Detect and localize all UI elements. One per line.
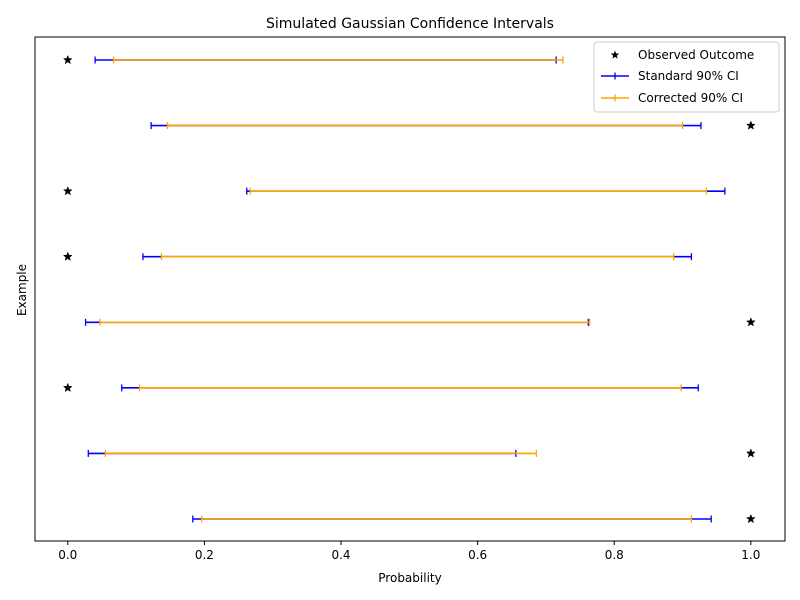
corrected-ci-bar	[160, 253, 675, 261]
corrected-ci-bar	[104, 449, 538, 457]
observed-outcome-marker	[745, 448, 756, 458]
observed-outcome-marker	[62, 251, 73, 261]
corrected-ci-bar	[138, 384, 682, 392]
x-tick-label: 0.6	[468, 548, 487, 562]
y-axis-title: Example	[15, 264, 29, 316]
corrected-ci-bar	[249, 187, 708, 195]
corrected-ci-bar	[201, 515, 693, 523]
x-tick-label: 1.0	[741, 548, 760, 562]
x-tick-label: 0.2	[195, 548, 214, 562]
observed-outcome-marker	[745, 513, 756, 524]
legend-label: Standard 90% CI	[638, 69, 739, 83]
legend-label: Corrected 90% CI	[638, 91, 743, 105]
x-axis-title: Probability	[378, 571, 441, 585]
corrected-ci-bar	[99, 318, 591, 326]
plot-frame	[34, 36, 786, 542]
observed-outcome-marker	[745, 120, 756, 130]
axes: 0.0 0.2 0.4 0.6 0.8 1.0	[34, 36, 786, 562]
legend-label: Observed Outcome	[638, 48, 754, 62]
observed-outcome-marker	[62, 54, 73, 65]
legend-star-icon	[610, 50, 620, 59]
observed-outcome-marker	[62, 382, 73, 393]
observed-outcome-marker	[745, 317, 756, 327]
x-tick-label: 0.8	[605, 548, 624, 562]
x-tick-label: 0.4	[331, 548, 350, 562]
x-tick-label: 0.0	[58, 548, 77, 562]
legend-box	[593, 41, 780, 113]
legend: Observed Outcome Standard 90% CI Corrected…	[593, 41, 780, 113]
observed-outcome-marker	[62, 185, 73, 196]
chart-title: Simulated Gaussian Confidence Intervals	[266, 16, 554, 32]
corrected-ci-bar	[112, 56, 564, 64]
corrected-ci-bar	[166, 122, 684, 130]
plot-area	[62, 54, 756, 524]
